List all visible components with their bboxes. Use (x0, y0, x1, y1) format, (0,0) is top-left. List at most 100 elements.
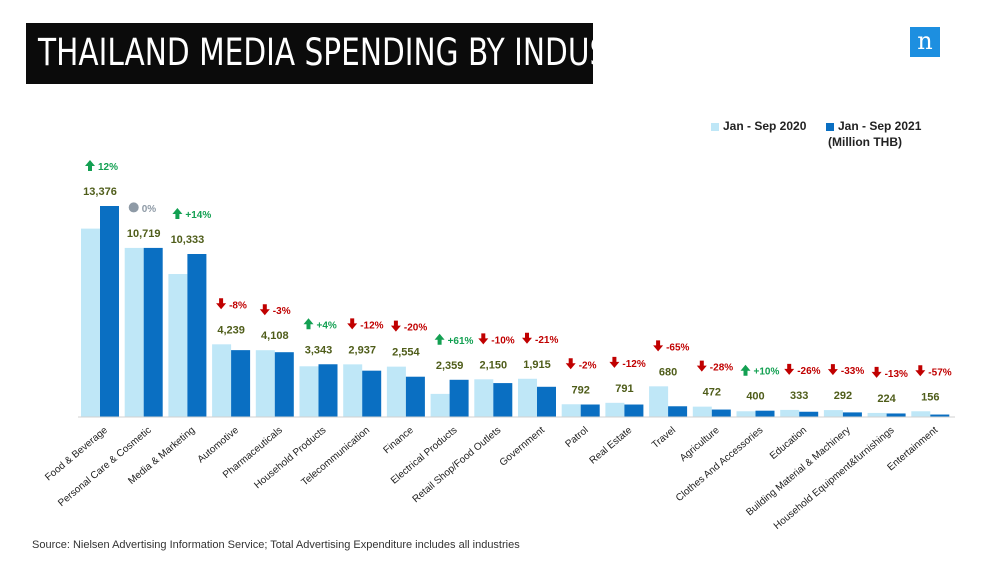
bar-2021 (143, 247, 163, 417)
legend-swatch-2021 (826, 122, 834, 131)
legend-label-2020: Jan - Sep 2020 (723, 119, 807, 133)
value-label: 2,937 (348, 344, 376, 356)
change-label: -57% (928, 367, 951, 378)
change-label: -28% (710, 363, 733, 374)
change-label: -8% (229, 300, 247, 311)
arrow-down-icon (390, 320, 401, 332)
value-label: 2,554 (392, 347, 420, 359)
change-label: +61% (448, 336, 474, 347)
arrow-down-icon (827, 364, 838, 376)
value-label: 680 (659, 366, 677, 378)
category-label: Agriculture (678, 425, 722, 464)
change-label: -2% (579, 360, 597, 371)
category-label: Finance (382, 425, 417, 457)
value-label: 2,150 (480, 359, 508, 371)
value-label: 4,108 (261, 330, 289, 342)
arrow-up-icon (303, 318, 314, 330)
change-label: -10% (491, 335, 514, 346)
bar-2020 (605, 402, 625, 417)
change-label: -65% (666, 342, 689, 353)
legend-swatch-2020 (711, 122, 719, 131)
change-label: 12% (98, 162, 118, 173)
arrow-up-icon (172, 208, 183, 220)
arrow-down-icon (565, 358, 576, 370)
bar-2020 (343, 364, 363, 417)
value-label: 472 (703, 387, 721, 399)
bar-2020 (212, 344, 232, 417)
change-label: +14% (185, 210, 211, 221)
change-label: 0% (142, 204, 157, 215)
value-label: 13,376 (83, 186, 117, 198)
bar-2021 (274, 352, 294, 417)
bar-2020 (124, 247, 144, 417)
bar-2021 (362, 370, 382, 417)
value-label: 10,333 (171, 234, 205, 246)
bar-2021 (449, 379, 469, 417)
arrow-down-icon (784, 363, 795, 375)
arrow-down-icon (522, 332, 532, 344)
legend-item-2021: Jan - Sep 2021 (826, 119, 921, 133)
value-label: 10,719 (127, 228, 161, 240)
bar-2021 (799, 411, 819, 417)
arrow-up-icon (434, 333, 445, 345)
bar-2020 (81, 228, 100, 417)
arrow-up-icon (740, 364, 751, 376)
value-label: 791 (615, 383, 633, 395)
bar-2021 (711, 409, 731, 417)
title-banner (26, 23, 593, 84)
arrow-down-icon (653, 340, 664, 352)
value-label: 1,915 (523, 359, 551, 371)
change-label: -33% (841, 366, 864, 377)
value-label: 333 (790, 390, 808, 402)
bar-2020 (649, 386, 669, 417)
bar-2021 (668, 406, 688, 417)
arrow-down-icon (609, 356, 620, 368)
bar-2021 (493, 383, 513, 417)
legend-item-2020: Jan - Sep 2020 (711, 119, 806, 133)
change-label: +4% (317, 320, 337, 331)
nielsen-logo-icon: n (910, 27, 940, 57)
legend-label-2021: Jan - Sep 2021 (838, 119, 922, 133)
bar-2020 (736, 411, 756, 417)
bar-2021 (755, 410, 775, 417)
change-label: -26% (797, 366, 820, 377)
bar-2020 (911, 411, 931, 417)
bar-2020 (518, 378, 537, 417)
arrow-down-icon (915, 365, 926, 377)
change-label: -20% (404, 323, 427, 334)
bar-2020 (867, 412, 887, 417)
category-label: Household Products (252, 425, 328, 491)
bar-2020 (168, 274, 188, 417)
bar-2020 (780, 409, 800, 417)
category-label: Real Estate (588, 425, 635, 467)
value-label: 3,343 (305, 344, 333, 356)
value-label: 2,359 (436, 360, 464, 372)
category-label: Clothes And Accessories (674, 425, 765, 504)
neutral-dot-icon (128, 202, 139, 213)
category-label: Automotive (196, 425, 242, 466)
value-label: 292 (834, 390, 852, 402)
change-label: -12% (622, 359, 645, 370)
bar-2021 (930, 414, 950, 417)
bar-2021 (231, 350, 251, 417)
bar-2020 (299, 366, 319, 417)
arrow-up-icon (85, 160, 95, 171)
bar-2021 (842, 412, 862, 417)
category-label: Patrol (564, 425, 591, 450)
source-note: Source: Nielsen Advertising Information … (32, 539, 520, 551)
category-label: Travel (650, 425, 678, 451)
bar-2021 (187, 254, 207, 417)
category-label: Education (768, 425, 809, 462)
change-label: -12% (360, 320, 383, 331)
bar-2020 (474, 379, 494, 417)
value-label: 156 (921, 391, 939, 403)
bar-2020 (255, 350, 275, 417)
bar-2021 (624, 404, 644, 417)
arrow-down-icon (696, 360, 707, 372)
chart-title: THAILAND MEDIA SPENDING BY INDUSTRY (38, 31, 664, 74)
change-label: +10% (754, 367, 780, 378)
change-label: -21% (535, 335, 558, 346)
bar-2020 (430, 393, 450, 417)
category-label: Government (498, 425, 547, 469)
